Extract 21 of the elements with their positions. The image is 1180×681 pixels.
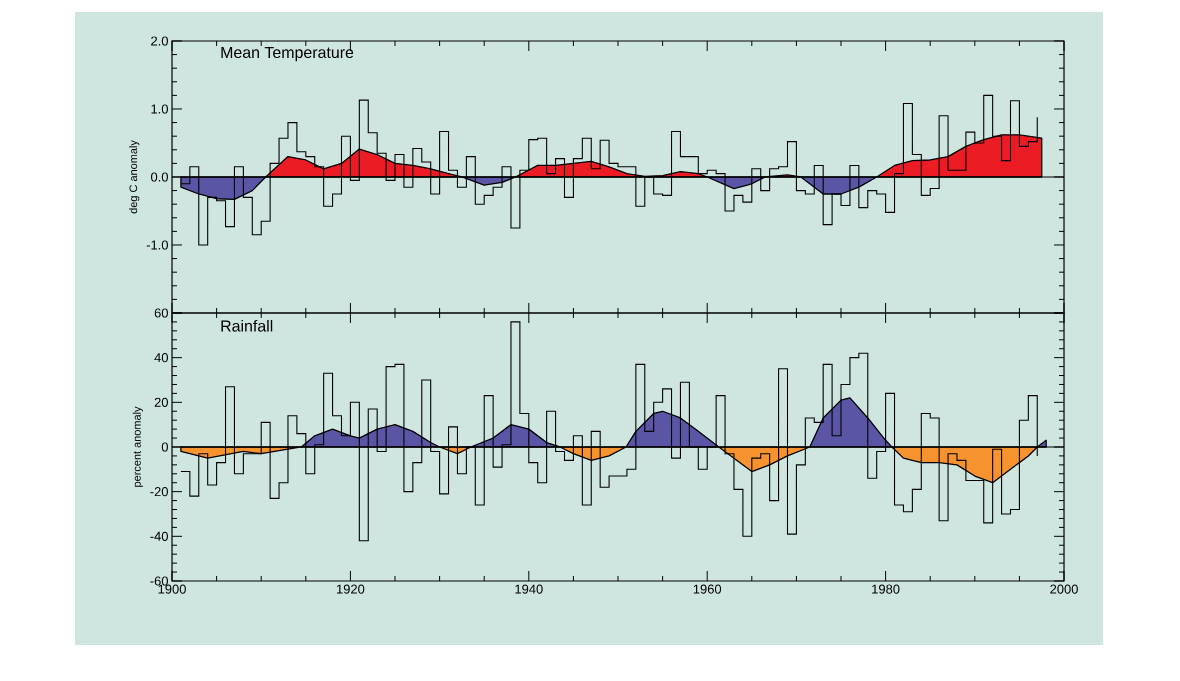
y-tick-label: -1.0 [146, 240, 168, 250]
y-tick-label: 2.0 [151, 36, 168, 46]
chart-title: Rainfall [221, 319, 273, 332]
y-tick-label: 0 [161, 442, 168, 452]
x-tick-label: 1940 [515, 584, 543, 594]
x-tick-label: 1900 [158, 584, 186, 594]
y-tick-label: 1.0 [151, 104, 168, 114]
y-tick-label: 0.0 [150, 172, 168, 182]
y-axis-title: deg C anomaly [129, 140, 140, 214]
y-tick-label: 40 [154, 353, 168, 363]
y-tick-label: 20 [154, 397, 168, 407]
x-tick-label: 1960 [693, 584, 722, 594]
y-tick-label: -20 [150, 487, 168, 497]
y-tick-label: 60 [154, 308, 168, 318]
x-tick-label: 1920 [336, 584, 365, 594]
y-tick-label: -60 [150, 576, 168, 586]
y-axis-title: percent anomaly [132, 406, 143, 487]
y-tick-label: -40 [150, 531, 168, 541]
x-tick-label: 2000 [1050, 584, 1078, 594]
chart-title: Mean Temperature [221, 46, 354, 62]
x-tick-label: 1980 [872, 584, 900, 594]
